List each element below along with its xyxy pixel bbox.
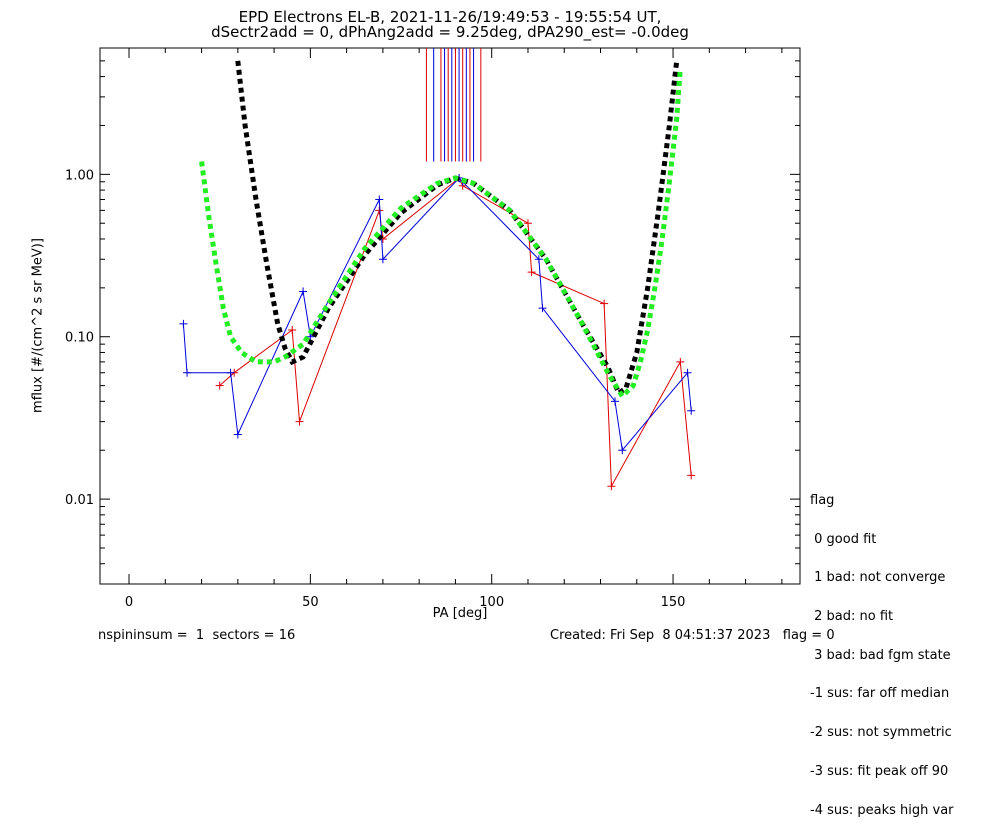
footer-right: Created: Fri Sep 8 04:51:37 2023 flag = … — [550, 628, 835, 643]
x-tick-label: 150 — [661, 595, 686, 610]
fit-curves — [199, 60, 683, 401]
chart-title: EPD Electrons EL-B, 2021-11-26/19:49:53 … — [238, 8, 662, 26]
tick-labels: 0 50 100 150 0.01 0.10 1.00 — [65, 168, 685, 610]
data-point — [687, 406, 696, 415]
chart-svg: 0 50 100 150 0.01 0.10 1.00 — [65, 47, 801, 610]
legend-item: 0 good fit — [810, 531, 877, 547]
y-tick-label: 0.10 — [65, 331, 94, 346]
data-point — [534, 255, 543, 264]
data-point — [375, 206, 384, 215]
data-point — [618, 446, 627, 455]
data-point — [378, 255, 387, 264]
legend-item: -2 sus: not symmetric — [810, 725, 952, 741]
data-point — [295, 417, 304, 426]
legend-item: -3 sus: fit peak off 90 — [810, 763, 949, 779]
legend-title: flag — [810, 492, 835, 508]
legend-item: -1 sus: far off median — [810, 686, 950, 702]
data-point — [215, 381, 224, 390]
data-point — [299, 287, 308, 296]
data-point — [375, 195, 384, 204]
x-tick-label: 50 — [302, 595, 319, 610]
fit-peak-lines — [425, 48, 482, 162]
x-tick-label: 0 — [125, 595, 133, 610]
data-point — [226, 368, 235, 377]
series-line — [182, 177, 692, 452]
data-point — [179, 319, 188, 328]
data-point — [687, 471, 696, 480]
legend-item: 2 bad: no fit — [810, 608, 894, 624]
legend-item: -4 sus: peaks high var — [810, 802, 954, 818]
data-point — [611, 397, 620, 406]
data-point — [683, 368, 692, 377]
data-point — [607, 482, 616, 491]
data-point — [233, 430, 242, 439]
x-tick-label: 100 — [479, 595, 504, 610]
plot-frame — [99, 47, 801, 585]
data-point — [600, 299, 609, 308]
legend-item: 1 bad: not converge — [810, 570, 946, 586]
fit-curve-green — [199, 68, 683, 401]
x-axis-label: PA [deg] — [432, 606, 488, 621]
data-point — [288, 326, 297, 335]
y-axis-label: mflux [#/(cm^2 s sr MeV)] — [30, 238, 46, 413]
data-point — [527, 268, 536, 277]
axes-ticks — [100, 47, 800, 585]
fit-curve-black — [235, 60, 680, 397]
chart-subtitle: dSectr2add = 0, dPhAng2add = 9.25deg, dP… — [211, 23, 689, 41]
data-point — [676, 357, 685, 366]
y-tick-label: 0.01 — [65, 493, 94, 508]
data-point — [183, 368, 192, 377]
data-point — [538, 304, 547, 313]
data-series — [179, 173, 696, 491]
footer-left: nspininsum = 1 sectors = 16 — [98, 628, 296, 643]
data-point — [523, 219, 532, 228]
legend-item: 3 bad: bad fgm state — [810, 647, 951, 663]
y-tick-label: 1.00 — [65, 168, 94, 183]
